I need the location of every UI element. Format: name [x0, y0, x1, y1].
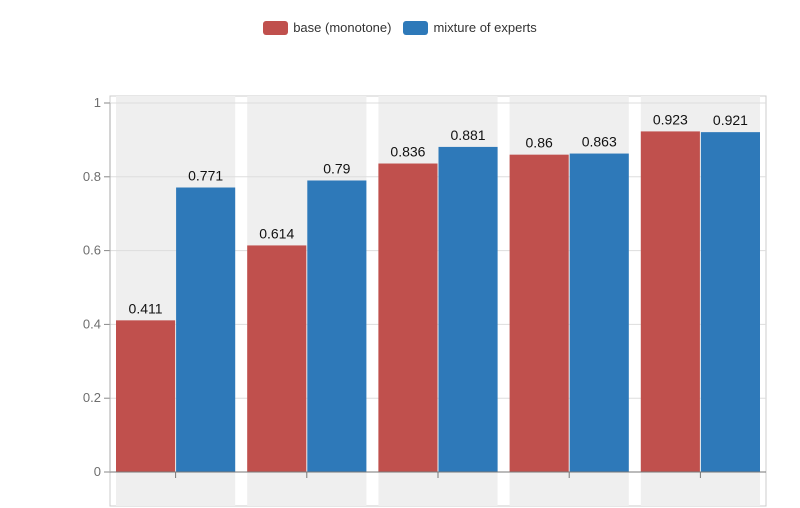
data-label: 0.921: [713, 112, 748, 128]
data-label: 0.771: [188, 168, 223, 184]
data-label: 0.881: [451, 127, 486, 143]
y-tick-label: 0.6: [83, 243, 101, 258]
legend-swatch-moe: [403, 20, 429, 35]
bar: [700, 132, 760, 472]
data-label: 0.79: [323, 160, 350, 176]
bar: [640, 131, 700, 472]
bar: [569, 153, 629, 473]
y-tick-label: 0.2: [83, 390, 101, 405]
legend-label-moe: mixture of experts: [433, 20, 537, 35]
legend-item-moe[interactable]: mixture of experts: [403, 20, 537, 35]
legend-label-base: base (monotone): [293, 20, 392, 35]
bar: [116, 320, 176, 472]
bar: [509, 154, 569, 472]
data-label: 0.863: [582, 134, 617, 150]
chart-legend: base (monotone) mixture of experts: [0, 20, 800, 35]
data-label: 0.836: [390, 144, 425, 160]
legend-swatch-base: [263, 20, 289, 35]
y-tick-label: 0.4: [83, 316, 101, 331]
data-label: 0.86: [526, 135, 553, 151]
bar: [378, 163, 438, 473]
y-tick-label: 0: [94, 464, 101, 479]
bar: [307, 180, 367, 473]
bar: [247, 245, 307, 472]
bar: [176, 187, 236, 472]
y-tick-label: 0.8: [83, 169, 101, 184]
legend-item-base[interactable]: base (monotone): [263, 20, 391, 35]
data-label: 0.411: [129, 300, 163, 316]
data-label: 0.614: [259, 225, 294, 241]
bar: [438, 146, 498, 472]
y-tick-label: 1: [94, 95, 101, 110]
data-label: 0.923: [653, 111, 688, 127]
